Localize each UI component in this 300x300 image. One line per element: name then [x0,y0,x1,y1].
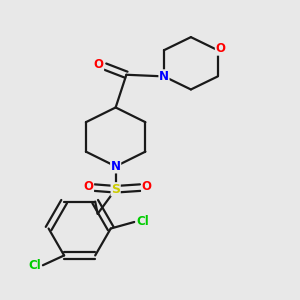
Text: O: O [142,180,152,193]
Text: Cl: Cl [28,259,41,272]
Text: O: O [94,58,103,71]
Text: S: S [111,183,120,196]
Text: O: O [83,180,94,193]
Text: Cl: Cl [136,215,149,229]
Text: N: N [111,160,121,173]
Text: N: N [159,70,169,83]
Text: O: O [215,42,225,55]
